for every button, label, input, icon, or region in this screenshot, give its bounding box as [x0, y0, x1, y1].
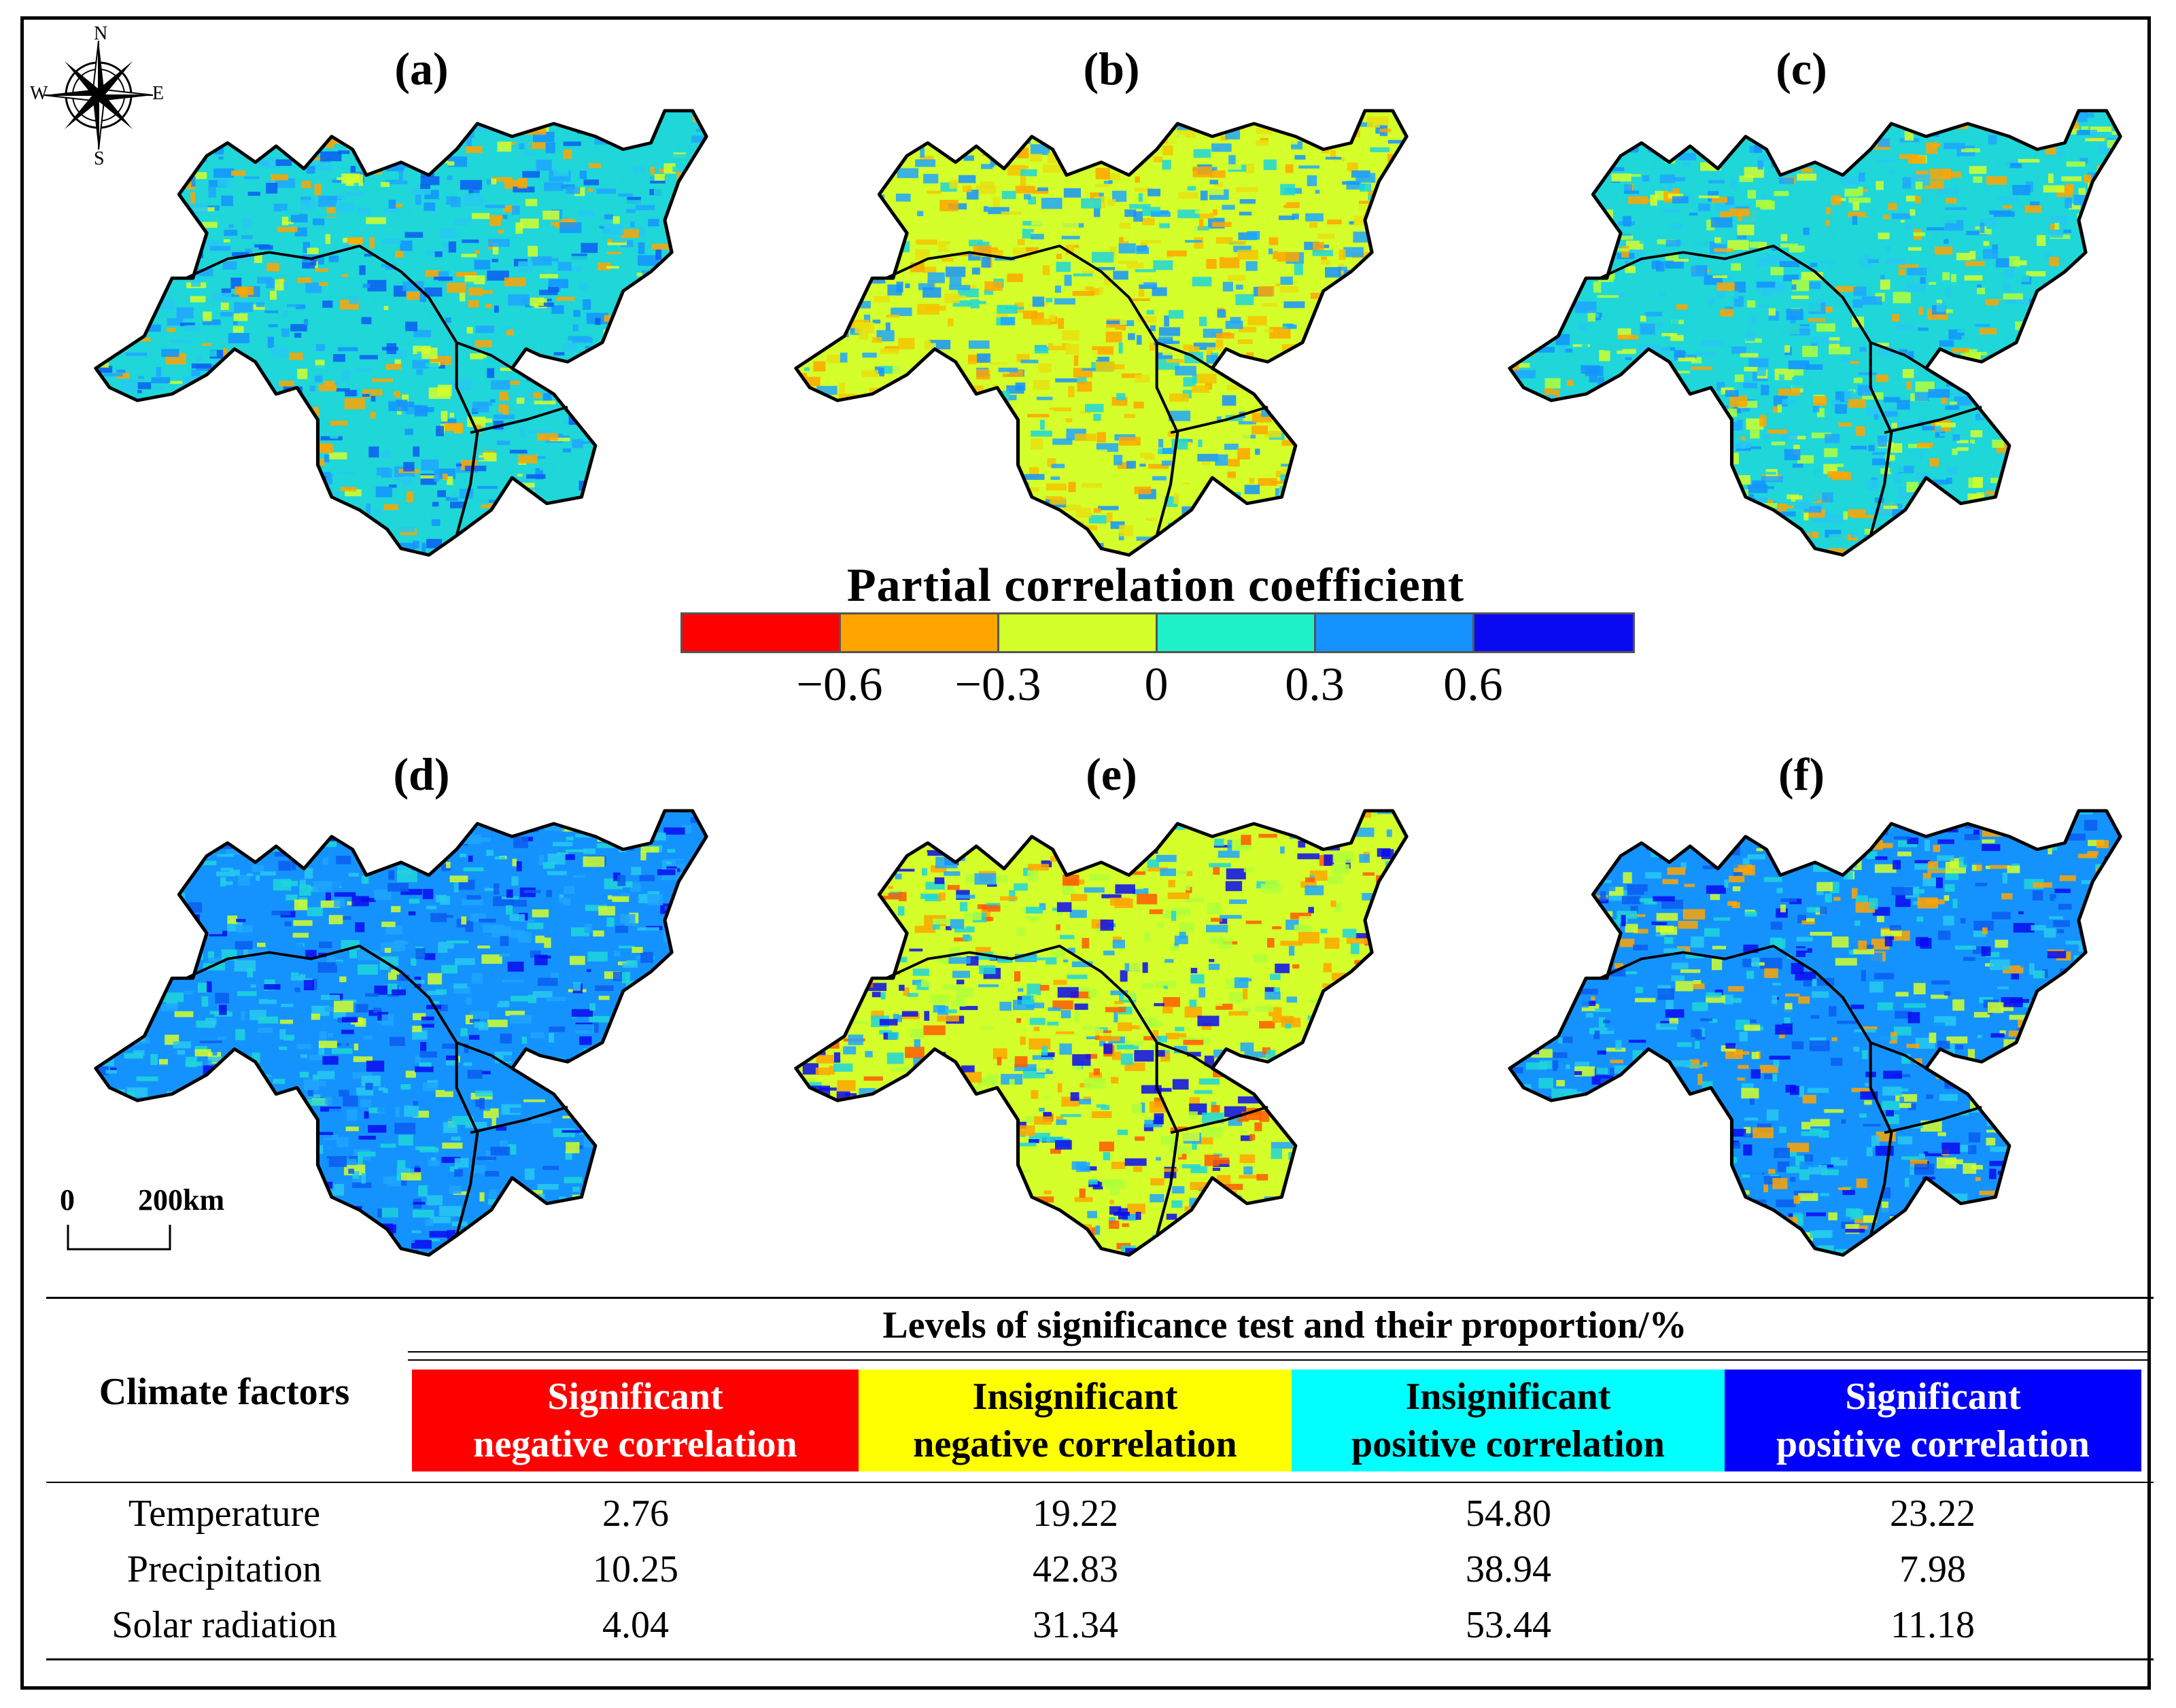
column-header-line2: negative correlation — [913, 1423, 1237, 1465]
column-header-line1: Insignificant — [1405, 1376, 1611, 1418]
map-d — [68, 785, 734, 1274]
scale-bar: 0 200km — [60, 1183, 264, 1264]
column-header-significant-negative: Significant negative correlation — [412, 1370, 859, 1471]
column-header-line1: Significant — [1845, 1376, 2021, 1418]
panel-label-f: (f) — [1778, 748, 1825, 800]
map-b — [768, 85, 1434, 574]
panel-label-a: (a) — [394, 43, 449, 94]
map-a — [68, 85, 734, 574]
map-e — [768, 785, 1434, 1274]
colorbar-swatch — [1158, 614, 1316, 651]
panel-label-b: (b) — [1083, 43, 1140, 94]
scale-end: 200km — [138, 1183, 225, 1217]
table-cell: 2.76 — [602, 1493, 669, 1535]
table-cell: 53.44 — [1466, 1604, 1551, 1646]
row-header-label: Climate factors — [99, 1371, 350, 1413]
table-cell: 19.22 — [1033, 1493, 1118, 1535]
table-cell: 4.04 — [602, 1604, 669, 1646]
colorbar-title: Partial correlation coefficient — [846, 559, 1465, 612]
colorbar-swatch — [999, 614, 1158, 651]
row-label-precipitation: Precipitation — [126, 1548, 322, 1590]
colorbar-swatch — [1474, 614, 1633, 651]
scale-line — [67, 1225, 171, 1251]
panel-label-d: (d) — [393, 748, 450, 800]
row-label-temperature: Temperature — [128, 1493, 321, 1535]
column-header-insignificant-positive: Insignificant positive correlation — [1292, 1370, 1725, 1471]
colorbar-tick: 0.6 — [1443, 659, 1503, 711]
table-cell: 7.98 — [1899, 1548, 1966, 1590]
table-top-rule — [46, 1297, 2154, 1299]
scale-start: 0 — [60, 1183, 75, 1217]
colorbar-swatch — [1316, 614, 1474, 651]
table-subheader-rule-2 — [408, 1359, 2148, 1361]
table-cell: 38.94 — [1466, 1548, 1551, 1590]
compass-n: N — [94, 23, 108, 44]
colorbar-tick: −0.6 — [796, 659, 883, 711]
table-cell: 10.25 — [593, 1548, 678, 1590]
table-cell: 54.80 — [1466, 1493, 1551, 1535]
map-svg — [794, 109, 1409, 557]
panel-label-c: (c) — [1776, 43, 1827, 94]
table-cell: 42.83 — [1033, 1548, 1118, 1590]
column-header-insignificant-negative: Insignificant negative correlation — [859, 1370, 1292, 1471]
column-header-line2: positive correlation — [1776, 1423, 2090, 1465]
colorbar — [680, 612, 1635, 653]
table-bottom-rule — [46, 1658, 2154, 1660]
table-cell: 11.18 — [1890, 1604, 1975, 1646]
map-svg — [794, 809, 1409, 1257]
compass-e: E — [152, 83, 165, 104]
compass-rose-icon — [44, 40, 154, 150]
map-svg — [94, 109, 708, 557]
column-header-line1: Insignificant — [972, 1376, 1178, 1418]
column-header-line2: positive correlation — [1351, 1423, 1665, 1465]
map-f — [1482, 785, 2148, 1274]
table-mid-rule — [46, 1482, 2154, 1483]
row-label-solar-radiation: Solar radiation — [111, 1604, 337, 1646]
map-svg — [94, 809, 708, 1257]
panel-label-e: (e) — [1086, 748, 1137, 800]
column-header-line1: Significant — [547, 1376, 723, 1418]
north-arrow-compass: N S E W — [30, 23, 165, 169]
table-subheader-rule — [408, 1351, 2148, 1353]
compass-s: S — [94, 148, 105, 169]
map-c — [1482, 85, 2148, 574]
colorbar-swatch — [841, 614, 999, 651]
column-header-significant-positive: Significant positive correlation — [1725, 1370, 2141, 1471]
table-title: Levels of significance test and their pr… — [882, 1304, 1687, 1346]
colorbar-tick: −0.3 — [954, 659, 1041, 711]
colorbar-tick: 0.3 — [1285, 659, 1345, 711]
map-svg — [1508, 809, 2122, 1257]
column-header-line2: negative correlation — [473, 1423, 797, 1465]
compass-w: W — [30, 83, 48, 104]
map-svg — [1508, 109, 2122, 557]
table-cell: 23.22 — [1890, 1493, 1975, 1535]
table-cell: 31.34 — [1033, 1604, 1118, 1646]
colorbar-tick: 0 — [1144, 659, 1169, 711]
colorbar-swatch — [683, 614, 841, 651]
